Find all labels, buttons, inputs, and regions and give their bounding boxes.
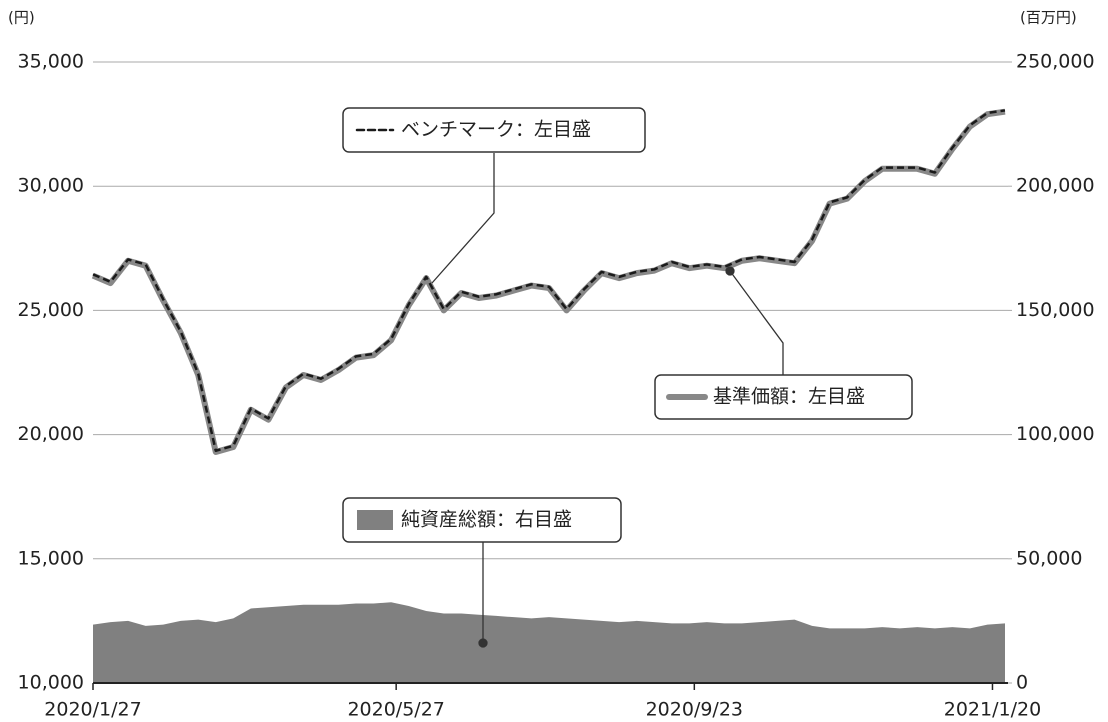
x-tick-label: 2021/1/20: [944, 699, 1041, 721]
y-tick-label: 10,000: [18, 672, 84, 694]
legend-box: [342, 497, 622, 543]
leaders: [431, 153, 784, 648]
y2-tick-label: 0: [1016, 672, 1028, 694]
leader-line: [729, 270, 784, 375]
leader-line: [431, 153, 495, 284]
y2-unit: (百万円): [1020, 9, 1077, 27]
x-tick-label: 2020/5/27: [347, 699, 444, 721]
y2-tick-label: 250,000: [1016, 51, 1095, 73]
y-unit: (円): [8, 9, 35, 27]
y-tick-label: 35,000: [18, 51, 84, 73]
y-tick-label: 20,000: [18, 423, 84, 445]
y-tick-label: 30,000: [18, 175, 84, 197]
y2-tick-label: 150,000: [1016, 299, 1095, 321]
grid: [93, 61, 1012, 684]
leader-dot: [725, 266, 735, 276]
x-tick-label: 2020/9/23: [646, 699, 743, 721]
y-tick-label: 25,000: [18, 299, 84, 321]
y2-tick-label: 50,000: [1016, 547, 1082, 569]
legend-box: [654, 374, 913, 420]
plot: [91, 108, 1006, 683]
legend-swatch: [357, 510, 393, 530]
legend-label: 純資産総額：右目盛: [401, 509, 572, 531]
leader-dot: [478, 638, 488, 648]
legend-box: [342, 107, 646, 153]
y-tick-label: 15,000: [18, 547, 84, 569]
legend-label: 基準価額：左目盛: [713, 386, 865, 408]
y2-tick-label: 200,000: [1016, 175, 1095, 197]
legend: 純資産総額：右目盛 基準価額：左目盛 ベンチマーク：左目盛: [342, 107, 913, 543]
legend-label: ベンチマーク：左目盛: [401, 119, 591, 141]
y2-tick-label: 100,000: [1016, 423, 1095, 445]
line: [92, 109, 1006, 452]
area: [93, 602, 1005, 683]
x-tick-label: 2020/1/27: [44, 699, 141, 721]
